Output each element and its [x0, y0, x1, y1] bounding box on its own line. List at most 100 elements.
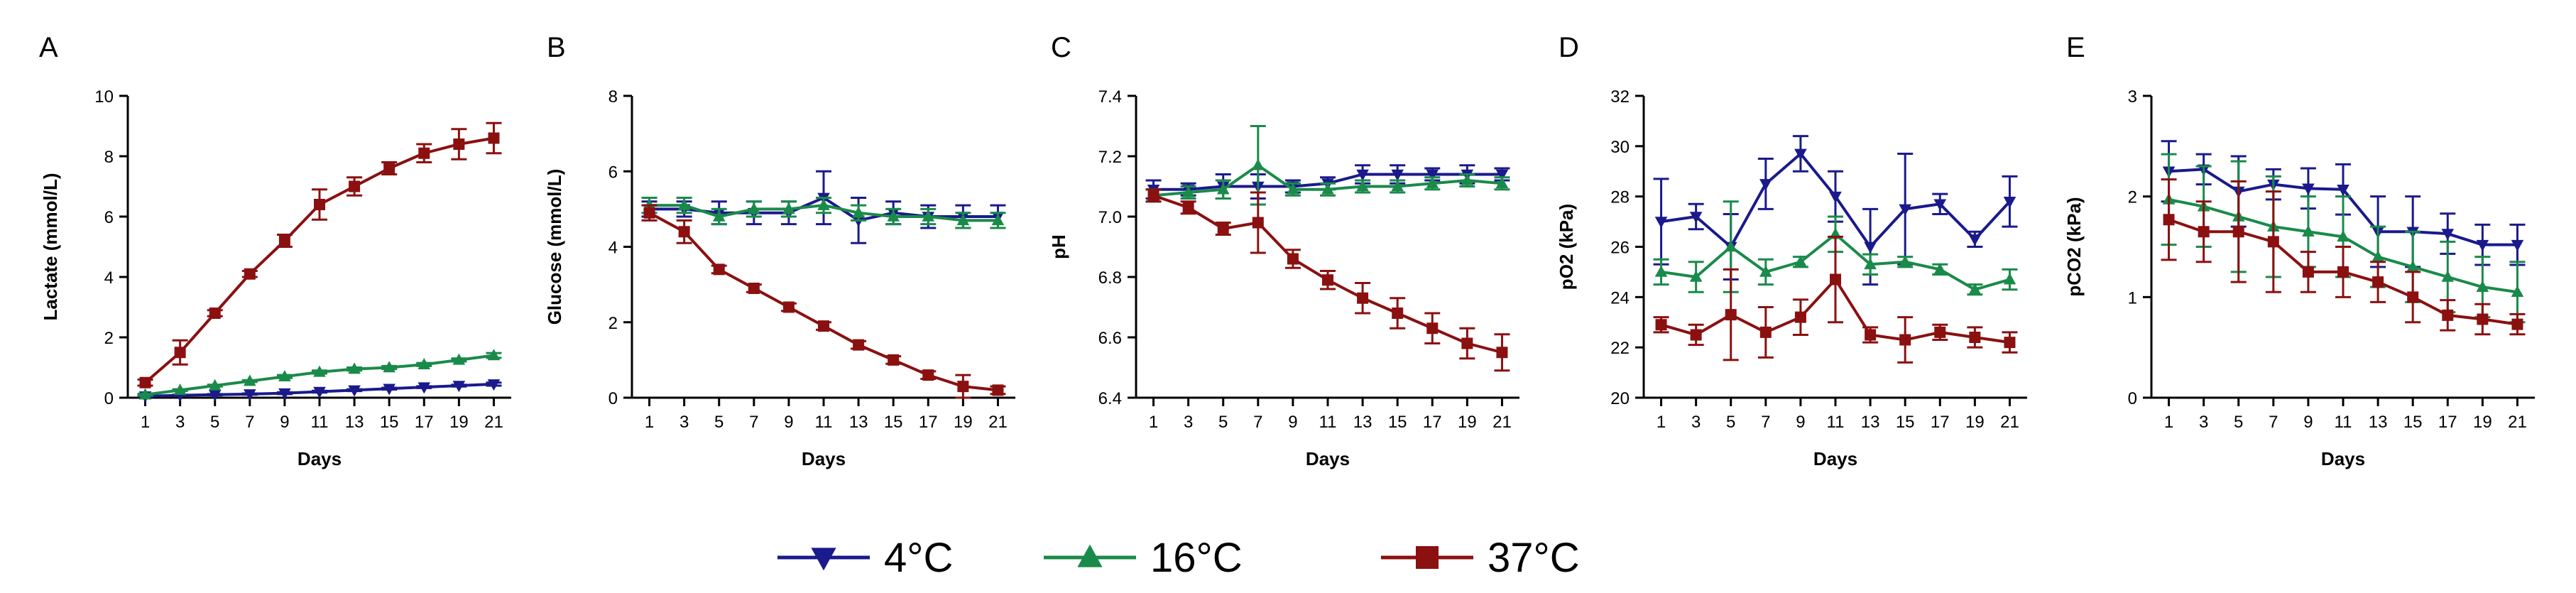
series-16c-b	[641, 196, 1006, 229]
x-tick-label-d: 5	[1726, 413, 1735, 432]
legend: 4°C 16°C 37°C	[777, 535, 1580, 581]
data-point	[956, 214, 970, 226]
data-point	[818, 320, 829, 332]
series-37c-b	[641, 204, 1006, 399]
data-point	[1654, 265, 1668, 277]
series-16c-c	[1145, 125, 1510, 206]
x-tick-label-c: 13	[1353, 413, 1372, 432]
x-tick-label-d: 15	[1896, 413, 1915, 432]
data-point	[678, 226, 690, 238]
y-tick-label-b: 8	[608, 87, 618, 107]
data-point	[2441, 270, 2455, 282]
data-point	[383, 361, 395, 373]
data-point	[1794, 311, 1806, 323]
x-tick-label-b: 13	[849, 413, 868, 432]
data-point	[1969, 332, 1981, 343]
x-tick-label-c: 1	[1149, 413, 1158, 432]
y-tick-label-c: 6.4	[1098, 389, 1122, 408]
x-tick-label-b: 11	[815, 413, 833, 432]
legend-marker-16c	[1077, 544, 1103, 567]
data-point	[922, 210, 935, 222]
data-point	[1426, 169, 1439, 181]
data-point	[2004, 337, 2016, 349]
x-tick-label-a: 19	[449, 413, 469, 432]
data-point	[417, 358, 431, 370]
data-point	[1968, 234, 1982, 246]
x-tick-label-b: 17	[919, 413, 938, 432]
y-tick-label-b: 4	[608, 239, 618, 258]
data-point	[2232, 226, 2244, 238]
x-tick-label-e: 17	[2438, 413, 2457, 432]
x-tick-label-e: 1	[2164, 413, 2173, 432]
panel-letter-e: E	[2066, 32, 2085, 63]
data-point	[1689, 270, 1703, 282]
y-tick-label-d: 26	[1610, 239, 1630, 258]
data-point	[922, 369, 934, 381]
data-point	[2267, 236, 2279, 248]
x-tick-label-b: 3	[680, 413, 689, 432]
x-tick-label-c: 19	[1458, 413, 1477, 432]
y-tick-label-a: 4	[104, 268, 114, 288]
y-tick-label-c: 6.8	[1098, 268, 1122, 288]
y-tick-label-c: 7.2	[1098, 148, 1122, 167]
data-point	[782, 202, 795, 214]
x-tick-label-c: 21	[1492, 413, 1512, 432]
data-point	[2302, 183, 2315, 195]
data-point	[244, 389, 256, 401]
data-point	[244, 268, 256, 280]
y-axis-title-a: Lactate (mmol/L)	[40, 173, 61, 320]
data-point	[957, 381, 969, 393]
x-tick-label-a: 9	[280, 413, 289, 432]
x-tick-label-b: 5	[714, 413, 724, 432]
data-point	[1968, 283, 1982, 295]
y-tick-label-e: 1	[2128, 288, 2137, 308]
x-tick-label-d: 1	[1657, 413, 1666, 432]
data-point	[1391, 169, 1404, 181]
data-point	[1321, 183, 1334, 195]
x-tick-label-c: 15	[1388, 413, 1407, 432]
data-point	[349, 180, 361, 192]
y-tick-label-b: 6	[608, 163, 618, 182]
x-tick-label-d: 17	[1931, 413, 1950, 432]
data-point	[1495, 177, 1509, 189]
data-point	[1356, 180, 1369, 192]
data-point	[1794, 255, 1807, 267]
x-tick-label-a: 7	[245, 413, 254, 432]
data-point	[278, 235, 290, 246]
data-point	[1147, 190, 1159, 202]
series-16c-a	[137, 349, 502, 400]
x-tick-label-e: 9	[2303, 413, 2313, 432]
data-point	[1357, 292, 1369, 304]
data-point	[1287, 183, 1299, 195]
y-tick-label-d: 24	[1610, 288, 1630, 308]
data-point	[1725, 309, 1737, 321]
data-point	[2476, 239, 2489, 251]
data-point	[208, 379, 222, 391]
data-point	[209, 308, 221, 319]
data-point	[1252, 158, 1265, 170]
data-point	[348, 385, 361, 397]
data-point	[2337, 184, 2349, 196]
data-point	[1461, 337, 1473, 349]
data-point	[1759, 265, 1772, 277]
y-tick-label-a: 2	[104, 329, 114, 348]
data-point	[418, 147, 430, 159]
data-point	[2372, 250, 2384, 262]
data-point	[453, 138, 465, 150]
x-tick-label-d: 19	[1965, 413, 1985, 432]
data-point	[1865, 329, 1877, 341]
data-point	[278, 370, 291, 382]
data-point	[2372, 276, 2384, 288]
x-tick-label-d: 21	[2000, 413, 2019, 432]
data-point	[139, 376, 151, 388]
data-point	[712, 210, 726, 222]
panel-letter-b: B	[547, 32, 566, 63]
data-point	[2337, 230, 2349, 242]
x-tick-label-b: 7	[749, 413, 758, 432]
y-axis-title-e: pCO2 (kPa)	[2063, 197, 2085, 296]
data-point	[1933, 199, 1947, 211]
data-point	[1655, 319, 1667, 331]
x-axis-title-d: Days	[1813, 448, 1857, 469]
